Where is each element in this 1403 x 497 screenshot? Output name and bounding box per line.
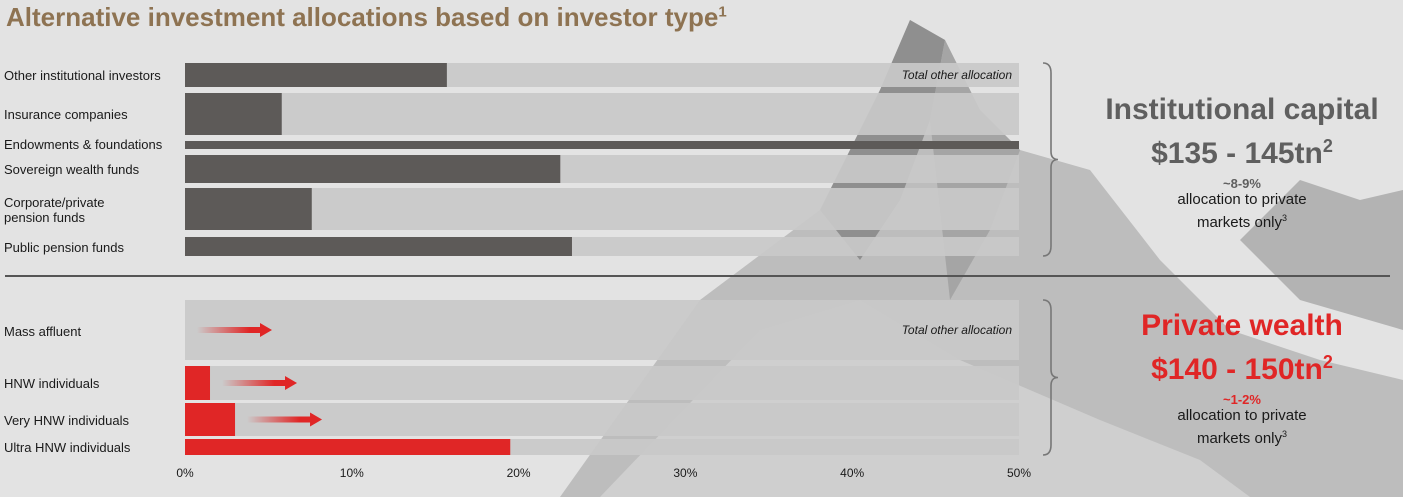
bar-insurance-companies	[185, 93, 282, 135]
bar-track-insurance-companies	[185, 93, 1019, 135]
x-tick-label: 10%	[339, 466, 364, 480]
bar-very-hnw-individuals	[185, 403, 236, 436]
institutional-amount: $135 - 145tn2	[1151, 136, 1333, 170]
row-label-sovereign: Sovereign wealth funds	[4, 162, 140, 177]
row-label-vhnw: Very HNW individuals	[4, 413, 129, 428]
bar-track-hnw-individuals	[185, 366, 1019, 400]
brace-institutional	[1042, 62, 1059, 257]
institutional-callout: Institutional capital $135 - 145tn2 ~8-9…	[1082, 92, 1402, 232]
bar-track-mass-affluent	[185, 300, 1019, 360]
x-tick-label: 30%	[673, 466, 698, 480]
institutional-heading: Institutional capital	[1105, 93, 1379, 126]
row-label-other-institutional: Other institutional investors	[4, 68, 161, 83]
institutional-note-line2: markets only3	[1196, 213, 1288, 231]
private-pct: ~1-2%	[1223, 392, 1261, 407]
growth-arrow-hnw-individuals	[222, 376, 298, 390]
bar-public-pension-funds	[185, 237, 572, 256]
x-tick-label: 50%	[1006, 466, 1032, 480]
brace-private-wealth	[1042, 299, 1059, 456]
row-label-corporate-line1: Corporate/private	[4, 195, 105, 210]
section-divider	[5, 275, 1390, 277]
bar-track-very-hnw-individuals	[185, 403, 1019, 436]
bar-corporate-private-pension-funds	[185, 188, 312, 230]
private-wealth-callout: Private wealth $140 - 150tn2 ~1-2% alloc…	[1082, 308, 1402, 448]
private-note-line1: allocation to private	[1177, 407, 1307, 424]
x-tick-label: 20%	[506, 466, 531, 480]
row-label-insurance: Insurance companies	[4, 107, 128, 122]
annotation-total-other-institutional: Total other allocation	[901, 68, 1012, 82]
row-label-corporate-line2: pension funds	[4, 210, 85, 225]
private-note-line2: markets only3	[1196, 429, 1288, 447]
row-label-uhnw: Ultra HNW individuals	[4, 440, 131, 455]
bar-other-institutional-investors	[185, 63, 447, 87]
row-label-public-pension: Public pension funds	[4, 240, 124, 255]
institutional-note-line1: allocation to private	[1177, 191, 1307, 208]
private-amount: $140 - 150tn2	[1151, 352, 1333, 386]
bar-sovereign-wealth-funds	[185, 155, 561, 183]
row-label-corporate: Corporate/private pension funds	[4, 195, 104, 225]
row-label-hnw: HNW individuals	[4, 376, 100, 391]
private-heading: Private wealth	[1141, 309, 1343, 342]
bar-track-corporate-private-pension-funds	[185, 188, 1019, 230]
bar-hnw-individuals	[185, 366, 211, 400]
bar-ultra-hnw-individuals	[185, 439, 511, 455]
growth-arrow-mass-affluent	[197, 323, 272, 337]
institutional-pct: ~8-9%	[1223, 176, 1261, 191]
growth-arrow-very-hnw-individuals	[247, 412, 323, 427]
row-label-mass-affluent: Mass affluent	[4, 324, 82, 339]
x-tick-label: 40%	[840, 466, 865, 480]
x-tick-label: 0%	[176, 466, 194, 480]
chart-title: Alternative investment allocations based…	[6, 2, 727, 32]
bar-endowments-foundations	[185, 141, 1019, 149]
row-label-endowments: Endowments & foundations	[4, 137, 163, 152]
annotation-total-other-private: Total other allocation	[901, 323, 1012, 337]
